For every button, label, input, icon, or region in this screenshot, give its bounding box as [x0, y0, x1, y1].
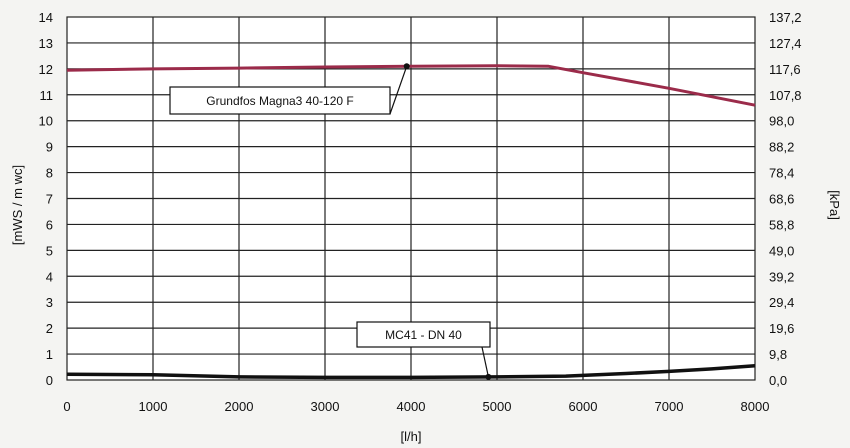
callout-point	[485, 373, 492, 380]
series-layer	[66, 64, 756, 380]
y2-tick-label: 39,2	[769, 269, 794, 284]
y2-tick-label: 117,6	[769, 62, 801, 77]
callout-box	[169, 86, 391, 115]
y2-axis-label: [kPa]	[827, 190, 842, 220]
y2-tick-label: 9,8	[769, 347, 787, 362]
y2-tick-label: 19,6	[769, 321, 794, 336]
y-tick-label: 5	[46, 243, 53, 258]
y2-tick-label: 78,4	[769, 166, 794, 181]
callout-point	[403, 63, 410, 70]
y-tick-label: 0	[46, 373, 53, 388]
y-tick-label: 14	[39, 10, 53, 25]
x-tick-label: 2000	[225, 399, 254, 414]
series-line-mc41-dn40	[66, 363, 756, 380]
y2-axis-ticks: 0,0 9,8 19,6 29,4 39,2 49,0 58,8 68,6 78,4 88,2 98…	[769, 10, 802, 388]
x-tick-label: 7000	[655, 399, 684, 414]
x-tick-label: 8000	[741, 399, 770, 414]
y-axis-label: [mWS / m wc]	[10, 165, 25, 245]
y-tick-label: 12	[39, 62, 53, 77]
x-tick-label: 5000	[483, 399, 512, 414]
chart-grid	[66, 16, 756, 381]
callout-leader	[481, 346, 489, 378]
y-tick-label: 13	[39, 36, 53, 51]
y2-tick-label: 107,8	[769, 88, 802, 103]
x-axis-ticks: 0 1000 2000 3000 4000 5000 6000 7000 8000	[63, 399, 769, 414]
y2-tick-label: 49,0	[769, 243, 794, 258]
y-tick-label: 7	[46, 192, 53, 207]
y2-tick-label: 0,0	[769, 373, 787, 388]
y-tick-label: 3	[46, 295, 53, 310]
series-line-grundfos-magna3	[66, 64, 756, 107]
y2-tick-label: 29,4	[769, 295, 794, 310]
x-tick-label: 3000	[311, 399, 340, 414]
y-tick-label: 1	[46, 347, 53, 362]
callout-leader	[389, 66, 408, 115]
y2-tick-label: 137,2	[769, 10, 802, 25]
x-tick-label: 6000	[569, 399, 598, 414]
y-tick-label: 11	[40, 88, 54, 103]
callouts: Grundfos Magna3 40-120 F MC41 - DN 40	[169, 63, 492, 380]
callout-box	[356, 321, 491, 348]
y-tick-label: 10	[39, 114, 53, 129]
y2-tick-label: 68,6	[769, 192, 794, 207]
y-tick-label: 4	[46, 269, 53, 284]
x-tick-label: 1000	[139, 399, 168, 414]
y2-tick-label: 58,8	[769, 217, 794, 232]
y2-tick-label: 127,4	[769, 36, 802, 51]
y-tick-label: 2	[46, 321, 53, 336]
x-tick-label: 0	[63, 399, 70, 414]
y-tick-label: 6	[46, 217, 53, 232]
y-tick-label: 9	[46, 140, 53, 155]
y-tick-label: 8	[46, 166, 53, 181]
callout-label: Grundfos Magna3 40-120 F	[206, 94, 353, 108]
y2-tick-label: 88,2	[769, 140, 794, 155]
callout-label: MC41 - DN 40	[385, 328, 462, 342]
x-axis-label: [l/h]	[401, 429, 422, 444]
y2-tick-label: 98,0	[769, 114, 794, 129]
x-tick-label: 4000	[397, 399, 426, 414]
